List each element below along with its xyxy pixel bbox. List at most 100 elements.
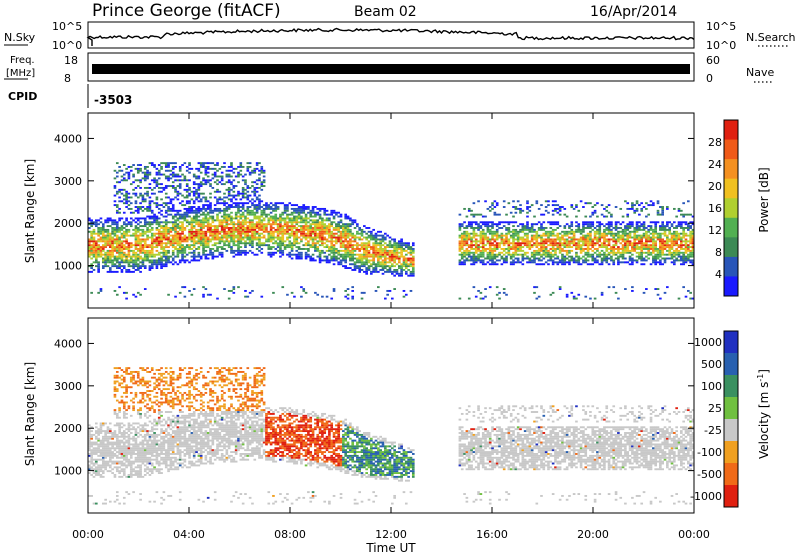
- power-cell: [622, 233, 625, 235]
- power-cell: [242, 179, 245, 181]
- power-cell: [233, 238, 236, 240]
- power-cell: [375, 256, 378, 258]
- power-cell: [370, 238, 373, 240]
- power-cell: [151, 216, 154, 218]
- power-cell: [230, 219, 233, 221]
- power-cell: [626, 216, 629, 218]
- power-cell: [256, 227, 259, 229]
- power-cell: [274, 242, 277, 244]
- power-cell: [267, 206, 270, 208]
- power-cell: [270, 246, 273, 248]
- power-cell: [286, 294, 289, 296]
- power-cell: [274, 216, 277, 218]
- power-cell: [256, 208, 259, 210]
- power-cell: [365, 254, 368, 256]
- power-cell: [354, 248, 357, 250]
- power-cell: [375, 242, 378, 244]
- power-cell: [358, 256, 361, 258]
- power-cell: [221, 248, 224, 250]
- power-cell: [335, 214, 338, 216]
- power-cell: [515, 208, 518, 210]
- power-cell: [118, 189, 121, 191]
- power-cell: [480, 214, 483, 216]
- power-cell: [496, 235, 499, 237]
- power-cell: [191, 223, 194, 225]
- power-cell: [219, 176, 222, 178]
- power-cell: [470, 210, 473, 212]
- power-cell: [160, 252, 163, 254]
- power-cell: [354, 269, 357, 271]
- power-cell: [251, 229, 254, 231]
- power-cell: [279, 252, 282, 254]
- nsearch-tick-bottom: 10^0: [706, 39, 736, 52]
- power-cell: [202, 179, 205, 181]
- power-cell: [219, 212, 222, 214]
- power-cell: [146, 174, 149, 176]
- power-cell: [226, 233, 229, 235]
- power-cell: [400, 263, 403, 265]
- power-cell: [295, 238, 298, 240]
- power-cell: [293, 225, 296, 227]
- power-cell: [302, 217, 305, 219]
- power-cell: [319, 240, 322, 242]
- power-cell: [202, 248, 205, 250]
- power-cell: [146, 206, 149, 208]
- power-cell: [235, 235, 238, 237]
- power-cell: [165, 210, 168, 212]
- power-cell: [125, 254, 128, 256]
- power-cell: [633, 246, 636, 248]
- power-cell: [498, 242, 501, 244]
- power-cell: [235, 214, 238, 216]
- power-cell: [312, 237, 315, 239]
- power-cell: [291, 227, 294, 229]
- power-cell: [246, 229, 249, 231]
- power-cell: [90, 233, 93, 235]
- power-cell: [575, 252, 578, 254]
- power-cell: [340, 225, 343, 227]
- power-cell: [305, 254, 308, 256]
- power-cell: [566, 254, 569, 256]
- power-cell: [657, 214, 660, 216]
- power-cell: [503, 238, 506, 240]
- power-cell: [244, 174, 247, 176]
- power-cell: [216, 217, 219, 219]
- power-cell: [412, 265, 415, 267]
- power-cell: [160, 267, 163, 269]
- power-cell: [202, 225, 205, 227]
- power-cell: [167, 166, 170, 168]
- power-cell: [146, 176, 149, 178]
- power-cell: [95, 233, 98, 235]
- power-cell: [265, 208, 268, 210]
- power-cell: [123, 202, 126, 204]
- power-cell: [170, 198, 173, 200]
- power-cell: [650, 263, 653, 265]
- power-cell: [230, 164, 233, 166]
- power-cell: [312, 212, 315, 214]
- power-cell: [330, 212, 333, 214]
- power-cell: [652, 258, 655, 260]
- power-cell: [260, 206, 263, 208]
- power-cell: [358, 258, 361, 260]
- power-cell: [258, 208, 261, 210]
- power-cell: [205, 214, 208, 216]
- power-cell: [116, 237, 119, 239]
- power-cell: [240, 238, 243, 240]
- power-cell: [491, 233, 494, 235]
- power-cell: [158, 258, 161, 260]
- power-cell: [139, 252, 142, 254]
- power-cell: [337, 235, 340, 237]
- power-cell: [181, 233, 184, 235]
- power-cell: [337, 254, 340, 256]
- power-cell: [172, 206, 175, 208]
- power-cell: [207, 294, 210, 296]
- power-cell: [351, 259, 354, 261]
- power-cell: [251, 170, 254, 172]
- power-cell: [253, 231, 256, 233]
- power-cell: [517, 248, 520, 250]
- power-cell: [191, 225, 194, 227]
- power-cell: [114, 227, 117, 229]
- power-cell: [237, 229, 240, 231]
- power-cell: [543, 233, 546, 235]
- power-cell: [512, 246, 515, 248]
- power-cell: [601, 235, 604, 237]
